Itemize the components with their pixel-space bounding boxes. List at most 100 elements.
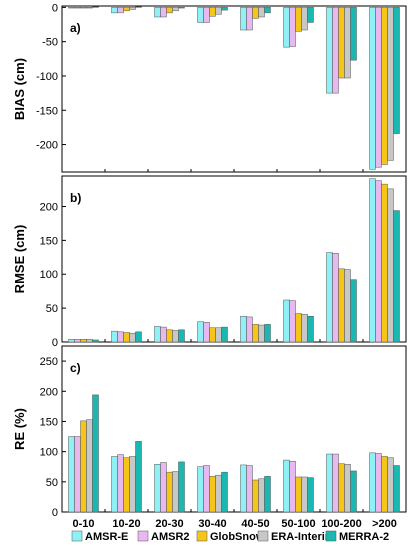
- bar-2-merra-2-8: [393, 210, 400, 343]
- bar-1-amsr2-1: [74, 7, 81, 9]
- bar-2-amsr2-7: [332, 252, 339, 343]
- bar-3-amsr-e-4: [197, 466, 204, 513]
- bar-1-merra-2-3: [178, 7, 185, 9]
- y-tick-label: 100: [40, 269, 58, 281]
- bar-3-merra-2-2: [135, 441, 142, 513]
- bar-2-amsr2-5: [246, 316, 253, 343]
- bar-1-amsr-e-8: [369, 7, 376, 170]
- y-tick-label: -200: [36, 140, 58, 152]
- bar-2-amsr-e-1: [68, 339, 75, 343]
- bar-1-globsnow-8: [381, 7, 388, 165]
- bar-1-globsnow-7: [338, 7, 345, 79]
- bar-2-era-interim-2: [129, 332, 136, 343]
- bar-2-amsr2-6: [289, 300, 296, 343]
- bar-2-amsr-e-6: [283, 299, 290, 343]
- bar-2-amsr-e-2: [111, 330, 118, 343]
- bar-3-globsnow-7: [338, 463, 345, 513]
- bar-3-amsr-e-6: [283, 459, 290, 513]
- y-axis-label-1: BIAS (cm): [12, 58, 27, 120]
- bar-3-amsr-e-5: [240, 464, 247, 513]
- bar-1-era-interim-3: [172, 7, 179, 12]
- bar-2-globsnow-2: [123, 332, 130, 343]
- bar-2-amsr2-2: [117, 331, 124, 343]
- bar-2-amsr-e-7: [326, 252, 333, 343]
- bar-3-merra-2-3: [178, 461, 185, 513]
- x-tick-label: >200: [372, 518, 397, 530]
- y-tick-label: 50: [46, 303, 58, 315]
- legend-swatch-globsnow: [196, 530, 208, 542]
- bar-2-merra-2-1: [92, 339, 99, 343]
- bar-3-merra-2-8: [393, 465, 400, 513]
- panel-label-1: a): [70, 21, 81, 35]
- bar-1-globsnow-5: [252, 7, 259, 19]
- bar-1-amsr-e-2: [111, 7, 118, 14]
- bar-3-amsr2-1: [74, 436, 81, 513]
- bar-2-merra-2-5: [264, 324, 271, 343]
- x-tick-label: 10-20: [112, 518, 140, 530]
- bar-1-amsr2-6: [289, 7, 296, 47]
- bar-1-amsr-e-6: [283, 7, 290, 48]
- bar-1-era-interim-1: [86, 7, 93, 9]
- bar-3-era-interim-8: [387, 457, 394, 513]
- bar-3-merra-2-6: [307, 477, 314, 513]
- legend-label-globsnow: GlobSnow: [210, 531, 265, 543]
- y-tick-label: 50: [46, 477, 58, 489]
- bar-2-globsnow-8: [381, 183, 388, 343]
- bar-2-era-interim-3: [172, 330, 179, 343]
- bar-1-merra-2-5: [264, 7, 271, 14]
- bar-3-merra-2-4: [221, 471, 228, 513]
- y-tick-label: 0: [52, 507, 58, 519]
- bar-3-amsr-e-1: [68, 436, 75, 513]
- bar-1-merra-2-8: [393, 7, 400, 134]
- bar-3-amsr2-4: [203, 465, 210, 513]
- bar-3-globsnow-4: [209, 476, 216, 513]
- y-tick-label: 150: [40, 416, 58, 428]
- bar-1-globsnow-2: [123, 7, 130, 12]
- bar-2-era-interim-1: [86, 339, 93, 343]
- bar-2-globsnow-1: [80, 339, 87, 343]
- bar-1-merra-2-4: [221, 7, 228, 11]
- bar-1-globsnow-4: [209, 7, 216, 17]
- bar-2-globsnow-5: [252, 324, 259, 343]
- bar-3-merra-2-1: [92, 394, 99, 513]
- legend-label-era-interim: ERA-Interim: [271, 531, 335, 543]
- bar-2-globsnow-4: [209, 327, 216, 343]
- bar-2-amsr2-4: [203, 322, 210, 343]
- y-tick-label: -50: [42, 37, 58, 49]
- bar-1-era-interim-8: [387, 7, 394, 161]
- bar-1-era-interim-7: [344, 7, 351, 79]
- bar-1-amsr-e-4: [197, 7, 204, 23]
- bar-1-merra-2-2: [135, 6, 142, 8]
- bar-3-merra-2-7: [350, 470, 357, 513]
- bar-1-amsr2-7: [332, 7, 339, 94]
- x-tick-label: 100-200: [321, 518, 361, 530]
- bar-3-amsr2-7: [332, 453, 339, 513]
- x-tick-label: 20-30: [155, 518, 183, 530]
- bar-3-era-interim-5: [258, 478, 265, 513]
- y-tick-label: 250: [40, 356, 58, 368]
- bar-1-amsr-e-7: [326, 7, 333, 94]
- bar-2-era-interim-6: [301, 313, 308, 343]
- bar-3-amsr-e-8: [369, 452, 376, 513]
- bar-3-amsr2-5: [246, 465, 253, 513]
- bar-2-globsnow-7: [338, 268, 345, 343]
- bar-3-amsr2-2: [117, 454, 124, 513]
- bar-1-merra-2-6: [307, 7, 314, 23]
- bar-2-merra-2-7: [350, 279, 357, 343]
- bar-2-amsr-e-8: [369, 178, 376, 343]
- bar-3-era-interim-7: [344, 464, 351, 513]
- bar-3-amsr-e-2: [111, 456, 118, 513]
- legend-label-amsr2: AMSR2: [151, 531, 190, 543]
- bar-3-globsnow-6: [295, 476, 302, 513]
- bar-3-amsr2-3: [160, 462, 167, 513]
- y-tick-label: 0: [52, 2, 58, 14]
- bar-1-era-interim-4: [215, 7, 222, 15]
- bar-1-amsr-e-3: [154, 7, 161, 18]
- bar-1-era-interim-2: [129, 7, 136, 10]
- bar-3-globsnow-3: [166, 471, 173, 513]
- bar-3-era-interim-2: [129, 456, 136, 513]
- bar-1-amsr2-4: [203, 7, 210, 23]
- bar-3-globsnow-5: [252, 479, 259, 513]
- y-tick-label: 200: [40, 201, 58, 213]
